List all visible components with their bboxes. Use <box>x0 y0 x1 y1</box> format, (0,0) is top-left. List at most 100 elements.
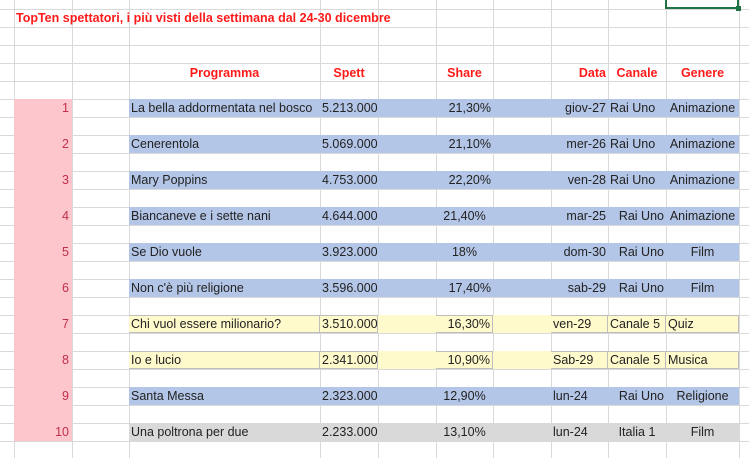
rank-cell[interactable]: 4 <box>62 209 69 223</box>
grid-column-line <box>129 0 130 458</box>
rank-cell[interactable]: 5 <box>62 245 69 259</box>
rank-cell[interactable]: 7 <box>62 317 69 331</box>
genere-cell[interactable]: Animazione <box>669 209 736 223</box>
grid-row-line <box>0 27 749 28</box>
share-cell[interactable]: 21,10% <box>448 137 491 151</box>
spett-cell[interactable]: 3.596.000 <box>322 281 378 295</box>
grid-column-line <box>320 0 321 458</box>
canale-cell[interactable]: Canale 5 <box>608 315 666 333</box>
data-cell[interactable]: giov-27 <box>565 101 606 115</box>
canale-cell[interactable]: Rai Uno <box>610 173 656 187</box>
canale-cell[interactable]: Italia 1 <box>618 425 656 439</box>
table-row: Cenerentola 5.069.000 21,10% mer-26 Rai Uno A… <box>129 135 739 153</box>
spett-cell[interactable]: 2.233.000 <box>322 425 378 439</box>
grid-row-line <box>0 117 749 118</box>
share-cell[interactable]: 21,30% <box>448 101 491 115</box>
spett-cell[interactable]: 3.923.000 <box>322 245 378 259</box>
table-row: Se Dio vuole 3.923.000 18% dom-30 Rai Uno Fil… <box>129 243 739 261</box>
spett-cell[interactable]: 2.341.000 <box>320 351 378 369</box>
header-genere: Genere <box>680 66 725 80</box>
header-spett: Spett <box>333 66 365 80</box>
rank-cell[interactable]: 2 <box>62 137 69 151</box>
grid-row-line <box>0 261 749 262</box>
grid-row-line <box>0 81 749 82</box>
rank-cell[interactable]: 1 <box>62 101 69 115</box>
canale-cell[interactable]: Rai Uno <box>618 245 664 259</box>
header-data: Data <box>578 66 606 80</box>
genere-cell[interactable]: Film <box>690 425 715 439</box>
share-cell[interactable]: 22,20% <box>448 173 491 187</box>
rank-cell[interactable]: 9 <box>62 389 69 403</box>
programma-cell[interactable]: Chi vuol essere milionario? <box>129 315 320 333</box>
programma-cell[interactable]: La bella addormentata nel bosco <box>131 101 313 115</box>
genere-cell[interactable]: Religione <box>676 389 729 403</box>
programma-cell[interactable]: Se Dio vuole <box>131 245 202 259</box>
share-cell[interactable]: 18% <box>451 245 478 259</box>
spett-cell[interactable]: 4.644.000 <box>322 209 378 223</box>
share-cell[interactable]: 10,90% <box>436 351 493 369</box>
spett-cell[interactable]: 5.069.000 <box>322 137 378 151</box>
genere-cell[interactable]: Film <box>690 281 715 295</box>
grid-column-line <box>72 0 73 458</box>
programma-cell[interactable]: Cenerentola <box>131 137 200 151</box>
rank-cell[interactable]: 10 <box>55 425 69 439</box>
table-row: Non c'è più religione 3.596.000 17,40% sab-… <box>129 279 739 297</box>
data-cell[interactable]: lun-24 <box>553 425 588 439</box>
header-share: Share <box>447 66 482 80</box>
spett-cell[interactable]: 3.510.000 <box>320 315 378 333</box>
genere-cell[interactable]: Animazione <box>669 173 736 187</box>
canale-cell[interactable]: Rai Uno <box>618 209 664 223</box>
canale-cell[interactable]: Rai Uno <box>610 137 656 151</box>
rank-cell[interactable]: 8 <box>62 353 69 367</box>
programma-cell[interactable]: Biancaneve e i sette nani <box>131 209 271 223</box>
spett-cell[interactable]: 2.323.000 <box>322 389 378 403</box>
programma-cell[interactable]: Non c'è più religione <box>131 281 244 295</box>
rank-column-fill <box>14 99 72 441</box>
selected-cell[interactable] <box>665 0 741 11</box>
programma-cell[interactable]: Santa Messa <box>131 389 204 403</box>
data-cell[interactable]: sab-29 <box>567 281 606 295</box>
data-cell[interactable]: lun-24 <box>553 389 588 403</box>
data-cell[interactable]: ven-29 <box>551 315 608 333</box>
share-cell[interactable]: 17,40% <box>448 281 491 295</box>
canale-cell[interactable]: Rai Uno <box>618 281 664 295</box>
grid-row-line <box>0 63 749 64</box>
data-cell[interactable]: mar-25 <box>566 209 606 223</box>
programma-cell[interactable]: Io e lucio <box>129 351 320 369</box>
programma-cell[interactable]: Mary Poppins <box>131 173 208 187</box>
table-row: Chi vuol essere milionario? 3.510.000 16,3… <box>129 315 739 333</box>
genere-cell[interactable]: Film <box>690 245 715 259</box>
grid-row-line <box>0 441 749 442</box>
share-cell[interactable]: 12,90% <box>443 389 486 403</box>
sheet-title: TopTen spettatori, i più visti della set… <box>16 11 391 25</box>
rank-cell[interactable]: 6 <box>62 281 69 295</box>
spett-cell[interactable]: 5.213.000 <box>322 101 378 115</box>
genere-cell[interactable]: Animazione <box>669 137 736 151</box>
canale-cell[interactable]: Rai Uno <box>618 389 664 403</box>
canale-cell[interactable]: Canale 5 <box>608 351 666 369</box>
table-row: Mary Poppins 4.753.000 22,20% ven-28 Rai Uno… <box>129 171 739 189</box>
data-cell[interactable]: ven-28 <box>567 173 606 187</box>
programma-cell[interactable]: Una poltrona per due <box>131 425 249 439</box>
data-cell[interactable]: Sab-29 <box>551 351 608 369</box>
data-cell[interactable]: dom-30 <box>563 245 606 259</box>
grid-row-line <box>0 225 749 226</box>
grid-row-line <box>0 297 749 298</box>
grid-column-line <box>739 0 740 458</box>
share-cell[interactable]: 16,30% <box>436 315 493 333</box>
share-cell[interactable]: 21,40% <box>443 209 486 223</box>
data-cell[interactable]: mer-26 <box>566 137 606 151</box>
spett-cell[interactable]: 4.753.000 <box>322 173 378 187</box>
canale-cell[interactable]: Rai Uno <box>610 101 656 115</box>
genere-cell[interactable]: Animazione <box>669 101 736 115</box>
table-row: La bella addormentata nel bosco 5.213.000… <box>129 99 739 117</box>
grid-row-line <box>0 9 749 10</box>
grid-column-line <box>378 0 379 458</box>
share-cell[interactable]: 13,10% <box>443 425 486 439</box>
rank-cell[interactable]: 3 <box>62 173 69 187</box>
genere-cell[interactable]: Musica <box>666 351 739 369</box>
grid-row-line <box>0 333 749 334</box>
grid-column-line <box>666 0 667 458</box>
genere-cell[interactable]: Quiz <box>666 315 739 333</box>
